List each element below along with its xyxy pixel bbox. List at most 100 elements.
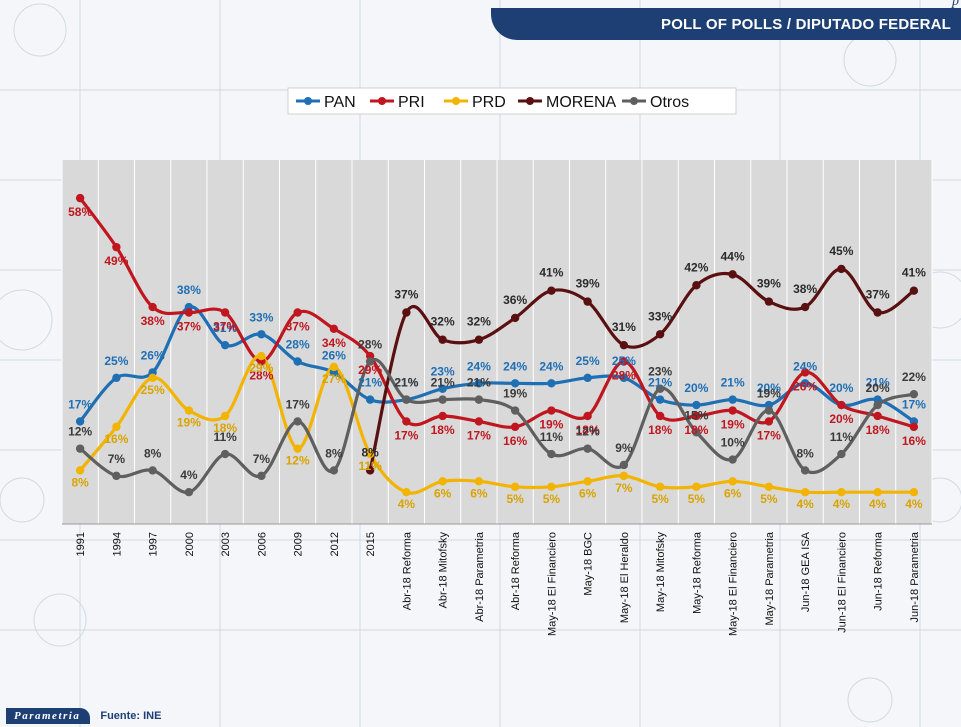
series-markers	[75, 193, 919, 497]
x-tick-label: 2009	[293, 532, 305, 556]
data-label-pan: 21%	[648, 376, 672, 390]
point-pan	[692, 400, 701, 410]
data-label-pan: 31%	[213, 321, 237, 335]
point-otros	[474, 395, 484, 404]
point-pan	[365, 395, 375, 404]
legend-marker-otros	[630, 97, 638, 105]
point-pri	[75, 193, 85, 203]
legend-label-pan: PAN	[324, 94, 356, 111]
data-label-prd: 19%	[177, 416, 201, 430]
point-prd	[655, 482, 665, 491]
point-otros	[873, 400, 882, 410]
point-prd	[220, 411, 230, 421]
point-prd	[75, 466, 85, 475]
point-morena	[438, 335, 447, 344]
data-label-prd: 4%	[905, 497, 923, 511]
point-prd	[547, 482, 556, 491]
data-label-pan: 21%	[394, 376, 418, 390]
x-tick-label: May-18 Parametria	[764, 531, 776, 625]
data-label-prd: 5%	[760, 492, 778, 506]
data-label-pri: 17%	[757, 428, 781, 442]
data-label-prd: 4%	[869, 497, 887, 511]
data-label-pri: 37%	[177, 319, 201, 333]
data-label-morena: 38%	[793, 282, 817, 296]
point-prd	[510, 482, 520, 491]
data-label-morena: 39%	[576, 277, 600, 291]
point-otros	[75, 444, 85, 453]
data-label-pan: 24%	[503, 359, 527, 373]
x-tick-label: 1991	[75, 532, 87, 556]
data-label-prd: 29%	[249, 361, 273, 375]
data-label-otros: 12%	[68, 425, 92, 439]
point-otros	[257, 471, 266, 481]
data-label-pan: 33%	[249, 310, 273, 324]
point-pan	[75, 417, 85, 426]
data-label-otros: 19%	[757, 387, 781, 401]
point-prd	[329, 362, 339, 372]
point-pan	[474, 379, 484, 388]
data-label-pan: 24%	[539, 359, 563, 373]
point-morena	[547, 286, 556, 295]
point-prd	[909, 488, 919, 497]
point-pan	[655, 395, 665, 404]
point-pri	[692, 411, 701, 421]
data-label-prd: 27%	[322, 372, 346, 386]
point-otros	[220, 449, 230, 459]
point-pri	[728, 406, 737, 415]
point-pri	[909, 422, 919, 432]
source-note: Fuente: INE	[100, 710, 162, 722]
legend: PAN PRI PRD MORENA Otros	[287, 87, 737, 115]
data-label-morena: 39%	[757, 277, 781, 291]
data-label-morena: 41%	[539, 266, 563, 280]
point-morena	[837, 264, 846, 274]
x-tick-label: May-18 Mitofsky	[655, 532, 667, 613]
x-tick-label: Jun-18 Reforma	[873, 531, 885, 611]
x-tick-label: Jun-18 GEA ISA	[800, 531, 812, 612]
x-tick-label: May-18 El Heraldo	[619, 532, 631, 623]
point-pri	[402, 417, 411, 426]
point-pan	[510, 379, 520, 388]
data-label-otros: 22%	[902, 370, 926, 384]
x-tick-label: 1997	[148, 532, 160, 556]
point-pri	[547, 406, 556, 415]
point-pri	[329, 324, 339, 334]
data-label-otros: 21%	[431, 376, 455, 390]
point-pan	[728, 395, 737, 404]
data-label-pan: 26%	[141, 348, 165, 362]
point-otros	[329, 466, 339, 475]
point-pri	[764, 417, 774, 426]
data-label-pri: 17%	[394, 428, 418, 442]
data-labels: 17%25% 26%38%31%33%28%26%21% 21%23% 24% 24% 2…	[68, 205, 926, 511]
data-label-prd: 11%	[358, 459, 382, 473]
x-tick-label: May-18 Reforma	[691, 531, 703, 614]
data-label-otros: 17%	[286, 397, 310, 411]
data-label-pri: 37%	[213, 319, 237, 333]
data-label-otros: 8%	[325, 446, 343, 460]
point-prd	[619, 471, 629, 481]
data-label-otros: 11%	[830, 430, 854, 444]
point-pri	[293, 308, 302, 317]
data-label-prd: 8%	[71, 475, 89, 489]
data-label-morena: 31%	[612, 320, 636, 334]
point-morena	[692, 281, 701, 290]
point-morena	[510, 313, 520, 323]
data-label-pri: 38%	[141, 314, 165, 328]
point-pri	[583, 411, 592, 421]
legend-label-morena: MORENA	[546, 94, 617, 111]
x-tick-label: May-18 El Financiero	[546, 532, 558, 636]
point-pan	[293, 357, 302, 366]
data-label-prd: 4%	[796, 497, 814, 511]
x-tick-label: 2003	[220, 532, 232, 556]
point-prd	[837, 488, 846, 497]
data-label-pan: 21%	[721, 376, 745, 390]
data-label-morena: 44%	[721, 249, 745, 263]
point-pri	[510, 422, 520, 432]
data-label-prd: 7%	[615, 481, 633, 495]
x-tick-label: Abr-18 Reforma	[510, 531, 522, 610]
data-label-pri: 29%	[358, 363, 382, 377]
point-morena	[728, 270, 737, 279]
data-label-otros: 9%	[615, 441, 633, 455]
point-pri	[438, 411, 447, 421]
point-prd	[800, 488, 810, 497]
point-otros	[909, 389, 919, 399]
